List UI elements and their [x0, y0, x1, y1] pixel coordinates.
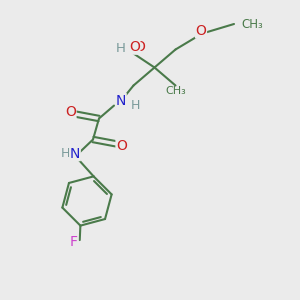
Text: N: N [70, 147, 80, 160]
Text: H: H [116, 41, 125, 55]
Text: O: O [65, 106, 76, 119]
Text: O: O [129, 40, 140, 54]
Text: N: N [116, 94, 126, 107]
Text: O: O [196, 24, 206, 38]
Text: H: H [116, 41, 125, 55]
Text: –: – [130, 40, 136, 53]
Text: H: H [130, 99, 140, 112]
Text: CH₃: CH₃ [165, 86, 186, 96]
Text: F: F [70, 235, 78, 249]
Text: O: O [134, 40, 145, 53]
Text: O: O [116, 139, 127, 152]
Text: CH₃: CH₃ [242, 17, 263, 31]
Text: H: H [61, 147, 70, 160]
